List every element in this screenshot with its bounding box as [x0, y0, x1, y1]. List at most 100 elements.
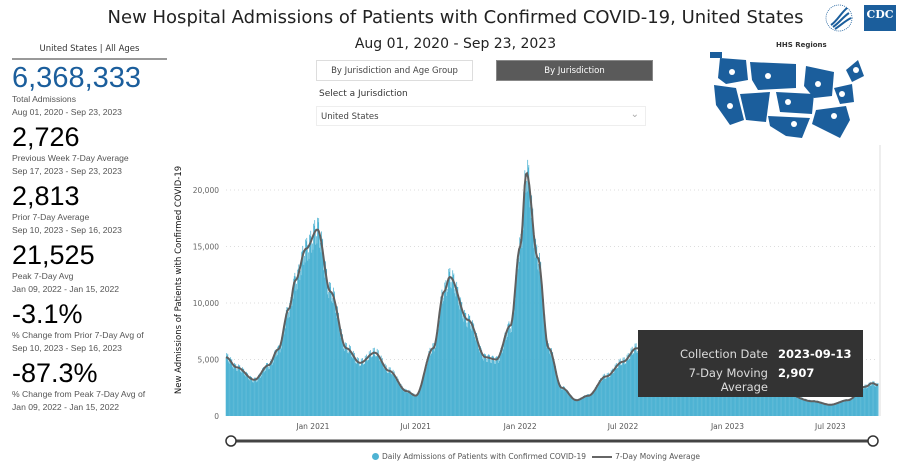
daily-bar: [443, 301, 445, 416]
daily-bar: [317, 222, 319, 416]
daily-bar: [546, 347, 548, 416]
daily-bar: [450, 287, 451, 416]
daily-bar: [612, 373, 614, 416]
daily-bar: [627, 353, 629, 416]
daily-bar: [360, 365, 362, 416]
daily-bar: [289, 300, 291, 416]
daily-bar: [270, 360, 271, 416]
daily-bar: [486, 359, 488, 416]
daily-bar: [473, 337, 475, 416]
daily-bar: [268, 369, 270, 416]
daily-bar: [413, 394, 414, 416]
page-title: New Hospital Admissions of Patients with…: [107, 7, 804, 28]
daily-bar: [462, 315, 464, 416]
daily-bar: [631, 350, 632, 416]
daily-bar: [310, 230, 312, 416]
daily-bar: [257, 376, 259, 416]
daily-bar: [293, 278, 295, 416]
daily-bar: [488, 354, 490, 416]
daily-bar: [809, 400, 811, 416]
daily-bar: [363, 364, 364, 416]
daily-bar: [807, 401, 809, 416]
daily-bar: [860, 389, 861, 416]
daily-bar: [537, 269, 539, 416]
daily-bar: [502, 347, 504, 416]
stat-previous-week: 2,726 Previous Week 7-Day Average Sep 17…: [12, 122, 167, 178]
daily-bar: [492, 355, 493, 416]
daily-bar: [551, 348, 552, 416]
daily-bar: [345, 345, 347, 416]
hhs-regions-map[interactable]: [706, 50, 866, 140]
chart-tooltip: Collection Date 2023-09-13 7-Day Moving A…: [638, 330, 863, 397]
daily-bar: [311, 252, 313, 416]
daily-bar: [412, 392, 414, 416]
daily-bar: [446, 288, 448, 416]
daily-bar: [804, 400, 806, 416]
daily-bar: [567, 389, 568, 416]
daily-bar: [505, 340, 507, 416]
daily-bar: [429, 351, 430, 416]
daily-bar: [496, 356, 498, 416]
daily-bar: [409, 391, 410, 416]
daily-bar: [601, 380, 603, 416]
daily-bar: [234, 362, 236, 416]
daily-bar: [776, 392, 778, 416]
daily-bar: [320, 252, 322, 416]
tooltip-key: Collection Date: [679, 347, 768, 361]
daily-bar: [535, 246, 537, 416]
daily-bar: [769, 386, 771, 416]
daily-bar: [565, 391, 567, 416]
daily-bar: [331, 301, 333, 416]
daily-bar: [460, 297, 462, 416]
daily-bar: [596, 385, 597, 416]
daily-bar: [532, 226, 534, 416]
daily-bar: [252, 380, 254, 416]
tab-jurisdiction[interactable]: By Jurisdiction: [496, 60, 653, 81]
legend-item-daily[interactable]: Daily Admissions of Patients with Confir…: [382, 452, 587, 461]
daily-bar: [387, 373, 389, 416]
daily-bar: [472, 322, 474, 416]
daily-bar: [480, 346, 481, 416]
daily-bar: [338, 323, 340, 416]
daily-bar: [255, 377, 257, 416]
daily-bar: [555, 365, 556, 416]
tab-jurisdiction-age-group[interactable]: By Jurisdiction and Age Group: [316, 60, 473, 81]
daily-bar: [828, 403, 830, 416]
daily-bar: [856, 391, 858, 416]
daily-bar: [876, 382, 878, 416]
daily-bar: [789, 392, 791, 416]
slider-start-handle[interactable]: [225, 435, 237, 447]
daily-bar: [265, 365, 267, 416]
legend-item-average[interactable]: 7-Day Moving Average: [615, 452, 701, 461]
daily-bar: [579, 398, 581, 416]
daily-bar: [872, 382, 873, 416]
daily-bar: [870, 385, 872, 416]
daily-bar: [440, 296, 442, 416]
daily-bar: [337, 313, 339, 416]
daily-bar: [788, 394, 790, 416]
daily-bar: [755, 379, 757, 416]
daily-bar: [824, 403, 826, 416]
daily-bar: [457, 286, 459, 416]
daily-bar: [369, 353, 371, 416]
y-tick-label: 5,000: [198, 356, 220, 365]
daily-bar: [233, 368, 234, 416]
daily-bar: [464, 309, 466, 416]
slider-end-handle[interactable]: [867, 435, 879, 447]
daily-bar: [402, 390, 404, 416]
stat-range: Jan 09, 2022 - Jan 15, 2022: [12, 284, 120, 294]
daily-bar: [468, 315, 470, 416]
daily-bar: [852, 396, 854, 416]
daily-bar: [327, 294, 329, 416]
daily-bar: [568, 391, 569, 416]
jurisdiction-select[interactable]: United States ⌄: [316, 106, 646, 126]
daily-bar: [247, 379, 249, 416]
daily-bar: [610, 375, 611, 416]
daily-bar: [818, 400, 819, 416]
daily-bar: [406, 392, 408, 416]
daily-bar: [520, 233, 522, 416]
daily-bar: [329, 286, 331, 416]
daily-bar: [465, 326, 467, 416]
daily-bar: [430, 355, 431, 416]
daily-bar: [242, 367, 243, 416]
